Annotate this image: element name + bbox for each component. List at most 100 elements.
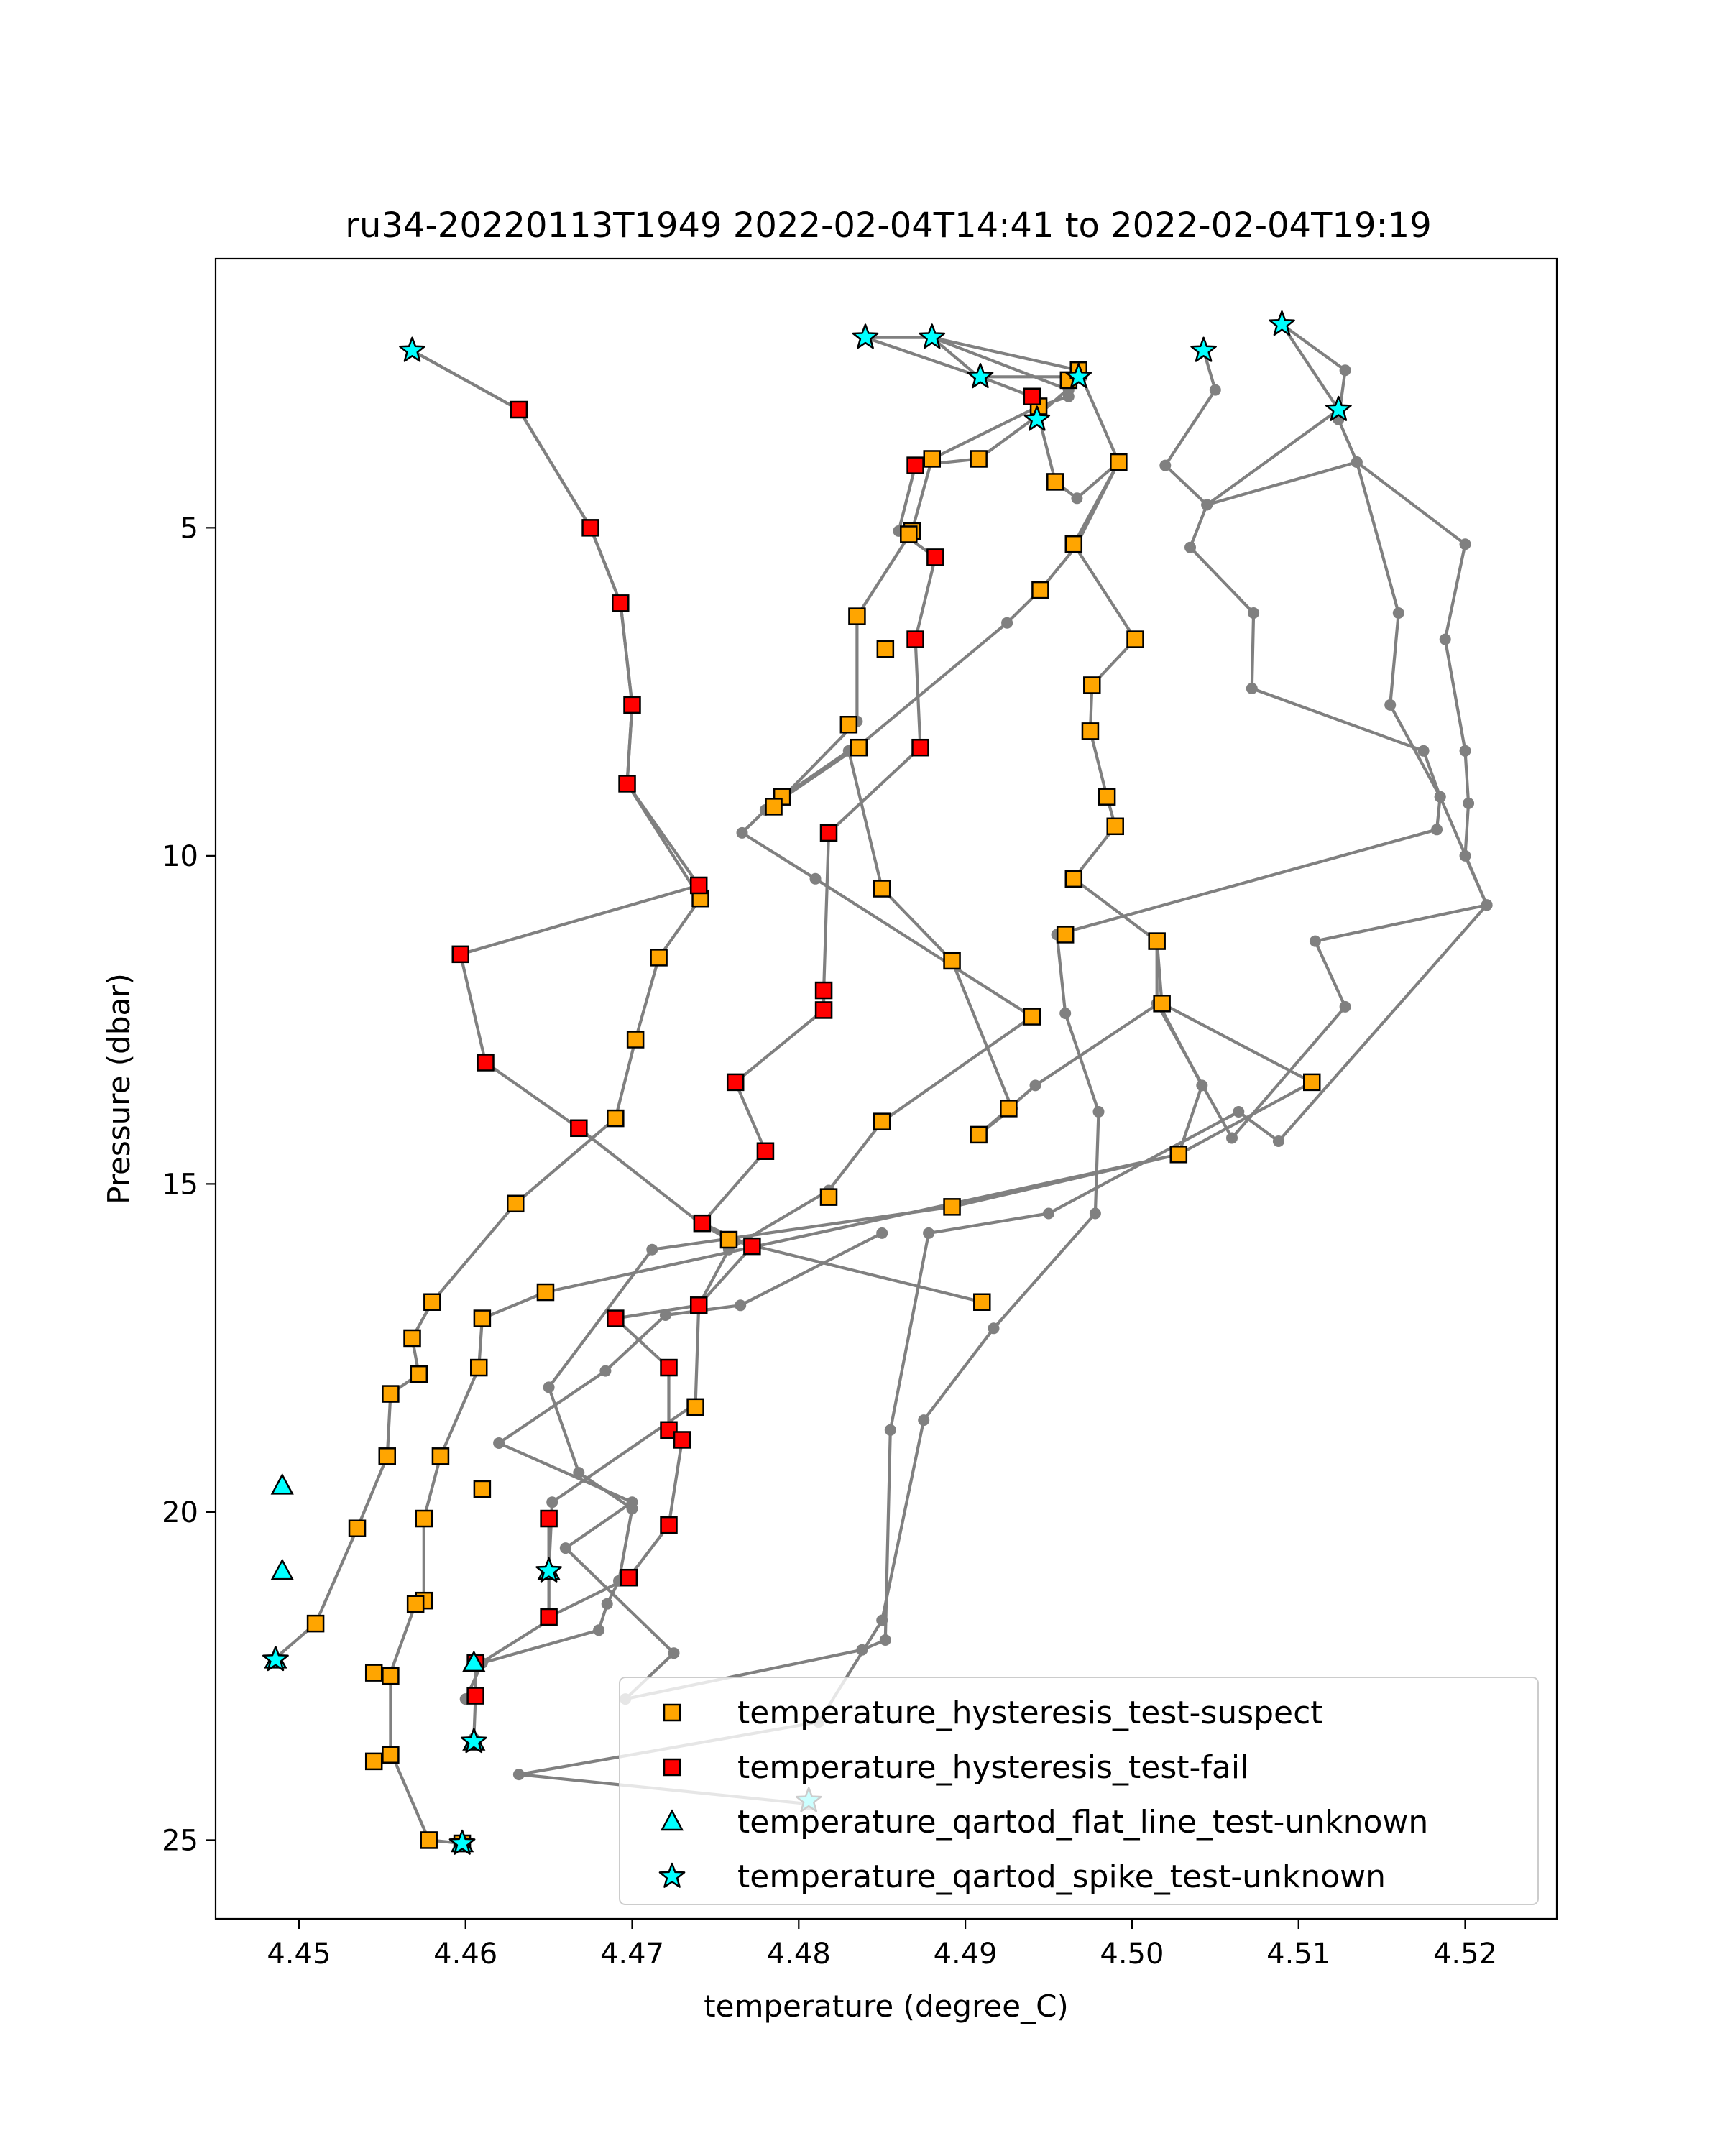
square-marker [660, 1358, 678, 1377]
square-marker [1046, 473, 1064, 491]
star-marker [448, 1829, 476, 1855]
profile-line-8 [517, 350, 1442, 1806]
square-marker [660, 1421, 678, 1439]
y-tick-label: 25 [162, 1824, 198, 1857]
legend-label: temperature_hysteresis_test-fail [737, 1749, 1248, 1786]
profile-point [601, 1598, 613, 1610]
legend-star-marker [658, 1862, 686, 1888]
square-marker [570, 1119, 588, 1138]
square-marker [536, 1283, 555, 1302]
square-marker [943, 1198, 961, 1216]
profile-point [809, 872, 822, 885]
profile-point [593, 1624, 605, 1636]
star-marker [1269, 310, 1295, 336]
square-marker [451, 945, 469, 964]
profile-point [668, 1647, 680, 1659]
profile-point [923, 1227, 935, 1239]
star-marker [1024, 405, 1051, 431]
square-marker [848, 607, 866, 625]
square-marker [873, 880, 891, 898]
square-marker [382, 1385, 400, 1403]
star-marker [1065, 363, 1092, 389]
profile-point [1392, 607, 1404, 619]
profile-point [1029, 1079, 1041, 1092]
square-marker [819, 824, 838, 842]
square-marker [943, 952, 961, 970]
profile-point [1351, 456, 1363, 468]
profile-point [1092, 1106, 1105, 1118]
square-marker [726, 1073, 745, 1092]
square-marker [660, 1516, 678, 1534]
square-marker [406, 1595, 425, 1613]
square-marker [673, 1431, 691, 1449]
profile-point [626, 1496, 638, 1508]
profile-line-6 [547, 336, 1084, 1619]
profile-point [1417, 745, 1430, 757]
square-marker [926, 548, 944, 566]
legend-square-marker [663, 1703, 681, 1722]
square-marker [973, 1293, 991, 1311]
square-marker [1153, 995, 1171, 1013]
x-tick-label: 4.47 [600, 1938, 664, 1971]
square-marker [1098, 788, 1116, 806]
square-marker [620, 1568, 638, 1587]
profile-point [1384, 699, 1397, 711]
square-marker [719, 1230, 738, 1249]
triangle-marker [462, 1650, 486, 1672]
y-axis: 5 10 15 20 25 [162, 512, 216, 1857]
square-marker [756, 1142, 775, 1160]
x-axis-label: temperature (degree_C) [704, 1989, 1069, 2024]
square-marker [1110, 453, 1128, 471]
profile-line-7 [1155, 323, 1489, 1140]
square-marker [765, 798, 783, 816]
square-marker [382, 1746, 400, 1764]
square-marker [689, 1296, 708, 1314]
profile-point [573, 1467, 585, 1479]
triangle-marker [270, 1473, 294, 1495]
star-marker [535, 1557, 562, 1583]
square-marker [1000, 1100, 1018, 1118]
profile-point [1071, 492, 1083, 505]
x-tick-label: 4.51 [1266, 1938, 1330, 1971]
square-marker [970, 1125, 988, 1144]
square-marker [850, 738, 868, 757]
square-marker [876, 640, 895, 658]
square-marker [906, 456, 924, 474]
star-marker [262, 1646, 289, 1672]
profile-point [879, 1634, 891, 1646]
profile-line-5 [464, 336, 1204, 1700]
square-marker [1056, 926, 1075, 944]
x-tick-label: 4.52 [1433, 1938, 1497, 1971]
square-marker [923, 450, 941, 468]
square-marker [473, 1480, 492, 1498]
square-marker [469, 1358, 488, 1377]
star-marker [919, 323, 946, 349]
square-marker [814, 1001, 833, 1019]
triangle-marker [270, 1558, 294, 1580]
series-1 [306, 361, 1321, 1853]
profile-point [918, 1414, 930, 1427]
profile-point [546, 1496, 558, 1508]
profile-line-1 [411, 349, 983, 1304]
square-marker [364, 1664, 383, 1682]
profile-point [1248, 607, 1260, 619]
square-marker [348, 1519, 367, 1537]
profile-point [1184, 541, 1196, 553]
series-2 [451, 387, 1041, 1705]
square-marker [403, 1329, 421, 1348]
profile-point [1209, 384, 1221, 396]
legend-label: temperature_hysteresis_test-suspect [737, 1695, 1323, 1731]
profile-point [1463, 797, 1475, 809]
square-marker [477, 1054, 494, 1072]
y-tick-label: 15 [162, 1168, 198, 1201]
profile-point [599, 1365, 612, 1377]
y-axis-label: Pressure (dbar) [101, 973, 137, 1204]
profile-point [1339, 364, 1351, 377]
profile-point [1439, 633, 1451, 645]
x-tick-label: 4.49 [934, 1938, 998, 1971]
square-marker [1303, 1073, 1321, 1092]
profile-point [1459, 745, 1471, 757]
square-marker [1064, 870, 1083, 888]
legend-label: temperature_qartod_spike_test-unknown [737, 1858, 1386, 1895]
square-marker [814, 981, 833, 1000]
